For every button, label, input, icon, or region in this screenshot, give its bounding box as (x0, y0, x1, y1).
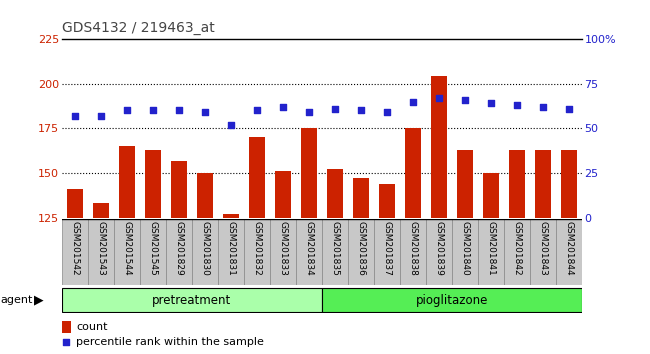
Bar (483, 173, 499, 218)
Bar (431, 76, 447, 218)
Text: GSM201543: GSM201543 (96, 222, 105, 276)
Point (304, 109, 314, 115)
Bar (114, 219, 140, 285)
Text: GSM201832: GSM201832 (252, 222, 261, 276)
Text: GSM201545: GSM201545 (148, 222, 157, 276)
Text: GSM201836: GSM201836 (356, 222, 365, 276)
Bar (561, 150, 577, 218)
Bar (62, 219, 88, 285)
Bar (504, 219, 530, 285)
Point (226, 122, 236, 127)
Bar (223, 214, 239, 218)
Point (252, 108, 262, 113)
Text: GSM201837: GSM201837 (382, 222, 391, 276)
Text: GSM201843: GSM201843 (538, 222, 547, 276)
Point (122, 108, 132, 113)
Point (359, 251, 369, 256)
Bar (67, 189, 83, 218)
Point (70, 113, 80, 119)
Bar (166, 219, 192, 285)
Bar (452, 219, 478, 285)
Bar (509, 150, 525, 218)
Bar (379, 184, 395, 218)
Bar (171, 160, 187, 218)
Point (408, 99, 418, 104)
Bar (296, 219, 322, 285)
Text: GSM201839: GSM201839 (434, 222, 443, 276)
Point (278, 104, 288, 110)
Bar (478, 219, 504, 285)
Bar (322, 288, 582, 312)
Bar (270, 219, 296, 285)
Text: ▶: ▶ (34, 293, 44, 307)
Text: GDS4132 / 219463_at: GDS4132 / 219463_at (62, 21, 214, 35)
Text: GSM201544: GSM201544 (122, 222, 131, 276)
Bar (405, 129, 421, 218)
Text: pioglitazone: pioglitazone (415, 293, 488, 307)
Bar (119, 146, 135, 218)
Text: GSM201833: GSM201833 (278, 222, 287, 276)
Bar (400, 219, 426, 285)
Bar (62, 321, 71, 333)
Text: GSM201841: GSM201841 (486, 222, 495, 276)
Point (382, 109, 392, 115)
Point (174, 108, 184, 113)
Text: GSM201542: GSM201542 (70, 222, 79, 276)
Bar (249, 137, 265, 218)
Bar (301, 129, 317, 218)
Bar (275, 171, 291, 218)
Bar (535, 150, 551, 218)
Text: GSM201840: GSM201840 (460, 222, 469, 276)
Bar (93, 204, 109, 218)
Bar (244, 219, 270, 285)
Text: count: count (76, 322, 108, 332)
Bar (322, 219, 348, 285)
Point (564, 106, 574, 112)
Text: GSM201829: GSM201829 (174, 222, 183, 276)
Bar (348, 219, 374, 285)
Bar (426, 219, 452, 285)
Text: percentile rank within the sample: percentile rank within the sample (76, 337, 264, 347)
Point (356, 108, 366, 113)
Bar (327, 170, 343, 218)
Text: agent: agent (1, 295, 33, 305)
Point (330, 106, 340, 112)
Point (538, 104, 548, 110)
Bar (192, 219, 218, 285)
Point (148, 108, 158, 113)
Text: GSM201834: GSM201834 (304, 222, 313, 276)
Bar (62, 288, 322, 312)
Bar (353, 178, 369, 218)
Point (434, 95, 444, 101)
Text: GSM201835: GSM201835 (330, 222, 339, 276)
Point (512, 102, 522, 108)
Point (96, 113, 106, 119)
Text: GSM201844: GSM201844 (564, 222, 573, 276)
Bar (556, 219, 582, 285)
Text: GSM201838: GSM201838 (408, 222, 417, 276)
Point (486, 101, 496, 106)
Bar (457, 150, 473, 218)
Bar (197, 173, 213, 218)
Bar (145, 150, 161, 218)
Point (200, 109, 210, 115)
Text: GSM201831: GSM201831 (226, 222, 235, 276)
Point (460, 97, 470, 103)
Bar (374, 219, 400, 285)
Bar (530, 219, 556, 285)
Text: pretreatment: pretreatment (152, 293, 231, 307)
Bar (140, 219, 166, 285)
Text: GSM201842: GSM201842 (512, 222, 521, 276)
Text: GSM201830: GSM201830 (200, 222, 209, 276)
Bar (88, 219, 114, 285)
Bar (218, 219, 244, 285)
